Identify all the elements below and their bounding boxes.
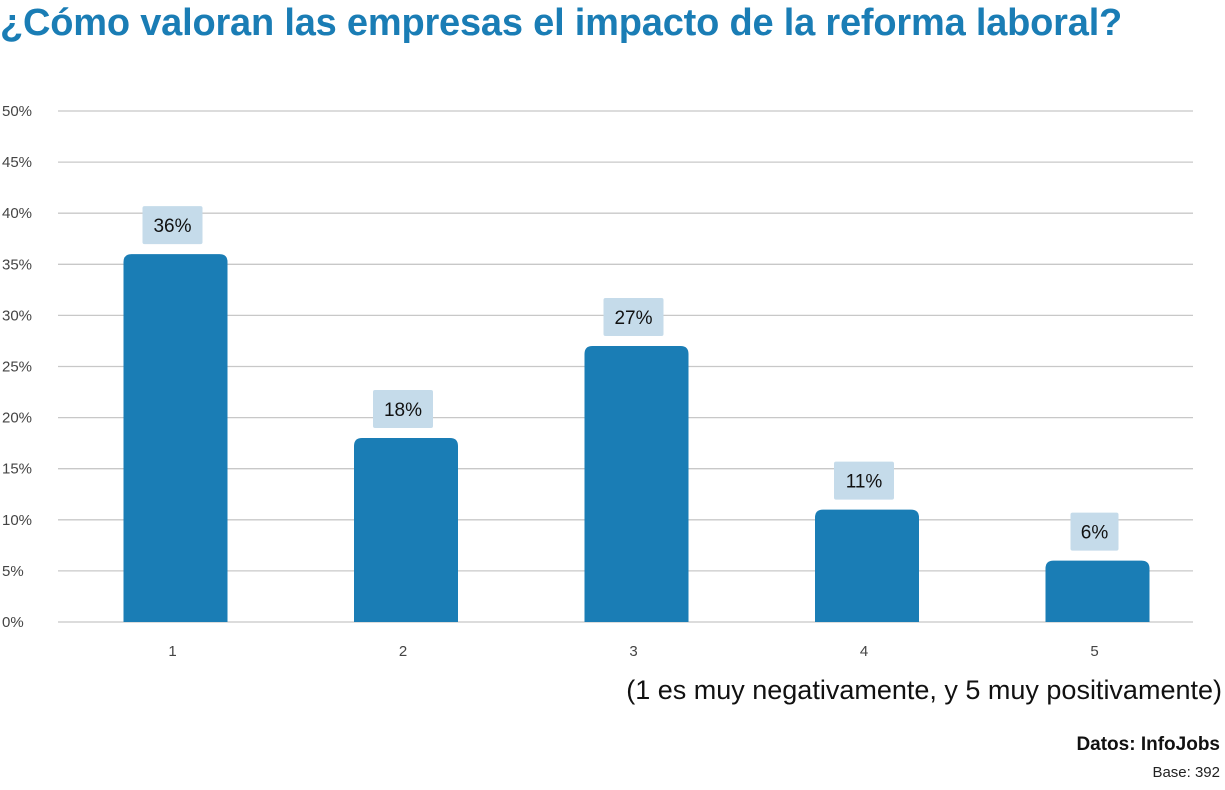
x-tick-label: 1: [168, 643, 176, 660]
bar: [354, 438, 458, 622]
data-label-box: [373, 390, 433, 429]
data-label: 18%: [384, 400, 422, 421]
data-label-box: [603, 298, 664, 337]
data-label: 36%: [153, 216, 191, 237]
bar: [815, 509, 919, 622]
y-tick-label: 5%: [2, 563, 24, 580]
bar: [123, 254, 228, 622]
data-label-box: [142, 206, 203, 245]
data-label: 11%: [846, 472, 883, 493]
y-tick-label: 15%: [2, 461, 32, 478]
chart-title: ¿Cómo valoran las empresas el impacto de…: [0, 2, 1123, 44]
x-tick-label: 5: [1090, 643, 1098, 660]
source-credit: Datos: InfoJobs: [1076, 734, 1220, 755]
y-tick-label: 0%: [2, 614, 24, 631]
bar: [584, 346, 689, 622]
bar: [1045, 560, 1150, 622]
x-tick-label: 2: [399, 643, 407, 660]
y-tick-label: 30%: [2, 307, 32, 324]
y-tick-label: 40%: [2, 205, 32, 222]
x-tick-label: 4: [860, 643, 868, 660]
y-tick-label: 25%: [2, 359, 32, 376]
y-tick-label: 10%: [2, 512, 32, 529]
data-label-box: [1070, 512, 1119, 551]
x-tick-label: 3: [629, 643, 637, 660]
x-axis-label: (1 es muy negativamente, y 5 muy positiv…: [626, 675, 1222, 705]
y-tick-label: 35%: [2, 256, 32, 273]
data-label: 6%: [1081, 523, 1109, 544]
y-tick-label: 45%: [2, 154, 32, 171]
y-tick-label: 20%: [2, 410, 32, 427]
data-label: 27%: [614, 308, 652, 329]
sample-base: Base: 392: [1152, 764, 1220, 781]
y-tick-label: 50%: [2, 103, 32, 120]
data-label-box: [834, 461, 894, 500]
